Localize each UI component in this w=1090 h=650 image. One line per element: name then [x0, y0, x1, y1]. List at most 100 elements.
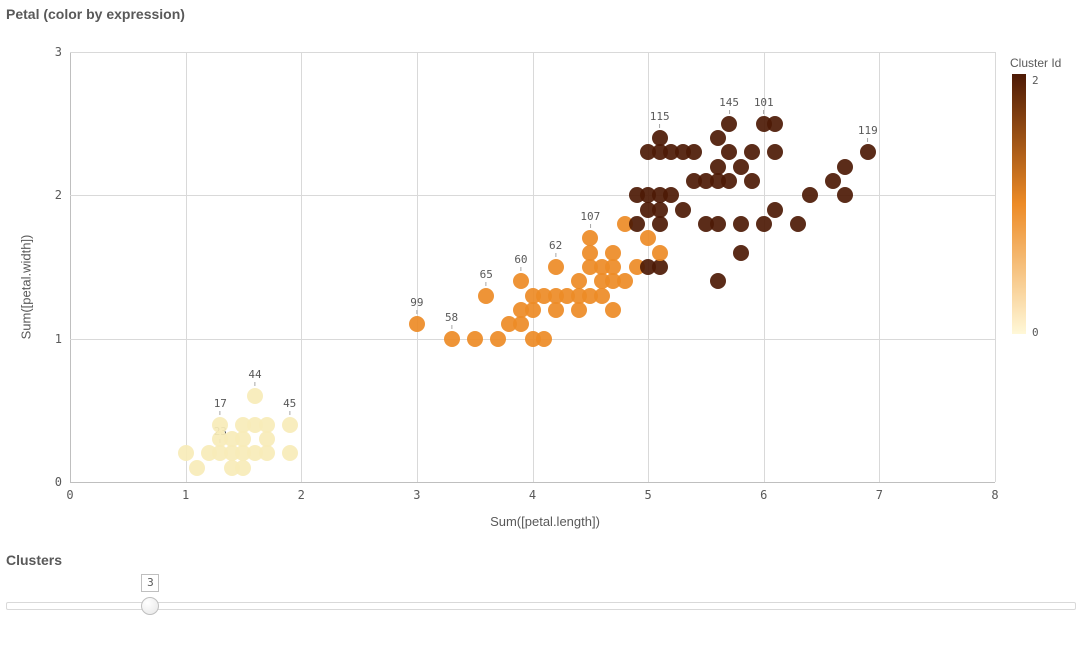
scatter-point[interactable] — [536, 331, 552, 347]
scatter-point[interactable] — [571, 273, 587, 289]
scatter-point[interactable] — [710, 130, 726, 146]
gridline-h — [70, 52, 995, 53]
scatter-point[interactable] — [235, 460, 251, 476]
scatter-point[interactable] — [282, 445, 298, 461]
y-axis-label: Sum([petal.width]) — [19, 235, 34, 340]
gridline-v — [533, 52, 534, 482]
scatter-point[interactable] — [247, 388, 263, 404]
scatter-point[interactable] — [767, 144, 783, 160]
point-label: 58 — [445, 311, 458, 329]
scatter-point[interactable] — [582, 230, 598, 246]
scatter-point[interactable] — [767, 202, 783, 218]
scatter-point[interactable] — [686, 144, 702, 160]
scatter-chart[interactable]: 231744459958656062107115145101119 Sum([p… — [0, 22, 1090, 552]
slider-value-box: 3 — [141, 574, 159, 592]
point-label: 115 — [650, 110, 670, 128]
scatter-point[interactable] — [733, 245, 749, 261]
scatter-point[interactable] — [802, 187, 818, 203]
scatter-point[interactable] — [721, 173, 737, 189]
scatter-point[interactable] — [640, 230, 656, 246]
gridline-h — [70, 482, 995, 483]
slider-thumb[interactable] — [141, 597, 159, 615]
scatter-point[interactable] — [513, 316, 529, 332]
scatter-point[interactable] — [212, 417, 228, 433]
color-legend[interactable]: Cluster Id 2 0 — [1010, 56, 1070, 334]
point-label: 60 — [514, 253, 527, 271]
scatter-point[interactable] — [663, 187, 679, 203]
gridline-v — [70, 52, 71, 482]
point-label: 99 — [410, 296, 423, 314]
scatter-point[interactable] — [790, 216, 806, 232]
scatter-point[interactable] — [582, 245, 598, 261]
plot-area[interactable]: 231744459958656062107115145101119 — [70, 52, 995, 482]
scatter-point[interactable] — [605, 259, 621, 275]
scatter-point[interactable] — [259, 431, 275, 447]
scatter-point[interactable] — [617, 273, 633, 289]
scatter-point[interactable] — [744, 173, 760, 189]
scatter-point[interactable] — [605, 245, 621, 261]
clusters-title: Clusters — [6, 552, 1084, 568]
scatter-point[interactable] — [756, 216, 772, 232]
x-tick: 4 — [529, 488, 536, 502]
scatter-point[interactable] — [490, 331, 506, 347]
scatter-point[interactable] — [548, 259, 564, 275]
scatter-point[interactable] — [733, 216, 749, 232]
scatter-point[interactable] — [675, 202, 691, 218]
gridline-v — [301, 52, 302, 482]
scatter-point[interactable] — [178, 445, 194, 461]
x-tick: 7 — [876, 488, 883, 502]
legend-min-value: 0 — [1032, 326, 1039, 339]
scatter-point[interactable] — [837, 187, 853, 203]
scatter-point[interactable] — [629, 216, 645, 232]
point-label: 62 — [549, 239, 562, 257]
scatter-point[interactable] — [825, 173, 841, 189]
point-label: 145 — [719, 96, 739, 114]
scatter-point[interactable] — [837, 159, 853, 175]
scatter-point[interactable] — [444, 331, 460, 347]
point-label: 65 — [480, 268, 493, 286]
scatter-point[interactable] — [467, 331, 483, 347]
scatter-point[interactable] — [710, 159, 726, 175]
gridline-v — [879, 52, 880, 482]
x-tick: 6 — [760, 488, 767, 502]
scatter-point[interactable] — [548, 302, 564, 318]
slider-track[interactable] — [6, 602, 1076, 610]
x-tick: 1 — [182, 488, 189, 502]
scatter-point[interactable] — [409, 316, 425, 332]
point-label: 101 — [754, 96, 774, 114]
scatter-point[interactable] — [652, 202, 668, 218]
scatter-point[interactable] — [513, 273, 529, 289]
scatter-point[interactable] — [721, 116, 737, 132]
scatter-point[interactable] — [860, 144, 876, 160]
scatter-point[interactable] — [652, 259, 668, 275]
scatter-point[interactable] — [710, 216, 726, 232]
scatter-point[interactable] — [525, 302, 541, 318]
scatter-point[interactable] — [235, 431, 251, 447]
chart-title: Petal (color by expression) — [0, 0, 1090, 22]
scatter-point[interactable] — [652, 245, 668, 261]
scatter-point[interactable] — [733, 159, 749, 175]
point-label: 17 — [214, 397, 227, 415]
scatter-point[interactable] — [189, 460, 205, 476]
point-label: 107 — [580, 210, 600, 228]
scatter-point[interactable] — [710, 273, 726, 289]
point-label: 119 — [858, 124, 878, 142]
scatter-point[interactable] — [744, 144, 760, 160]
x-tick: 3 — [413, 488, 420, 502]
scatter-point[interactable] — [571, 302, 587, 318]
scatter-point[interactable] — [282, 417, 298, 433]
scatter-point[interactable] — [652, 216, 668, 232]
scatter-point[interactable] — [652, 130, 668, 146]
scatter-point[interactable] — [259, 445, 275, 461]
point-label: 44 — [248, 368, 261, 386]
scatter-point[interactable] — [721, 144, 737, 160]
clusters-slider[interactable]: 3 — [6, 574, 1076, 614]
y-tick: 1 — [55, 332, 62, 346]
scatter-point[interactable] — [259, 417, 275, 433]
y-tick: 2 — [55, 188, 62, 202]
scatter-point[interactable] — [605, 302, 621, 318]
legend-gradient — [1012, 74, 1026, 334]
scatter-point[interactable] — [478, 288, 494, 304]
scatter-point[interactable] — [767, 116, 783, 132]
scatter-point[interactable] — [594, 288, 610, 304]
